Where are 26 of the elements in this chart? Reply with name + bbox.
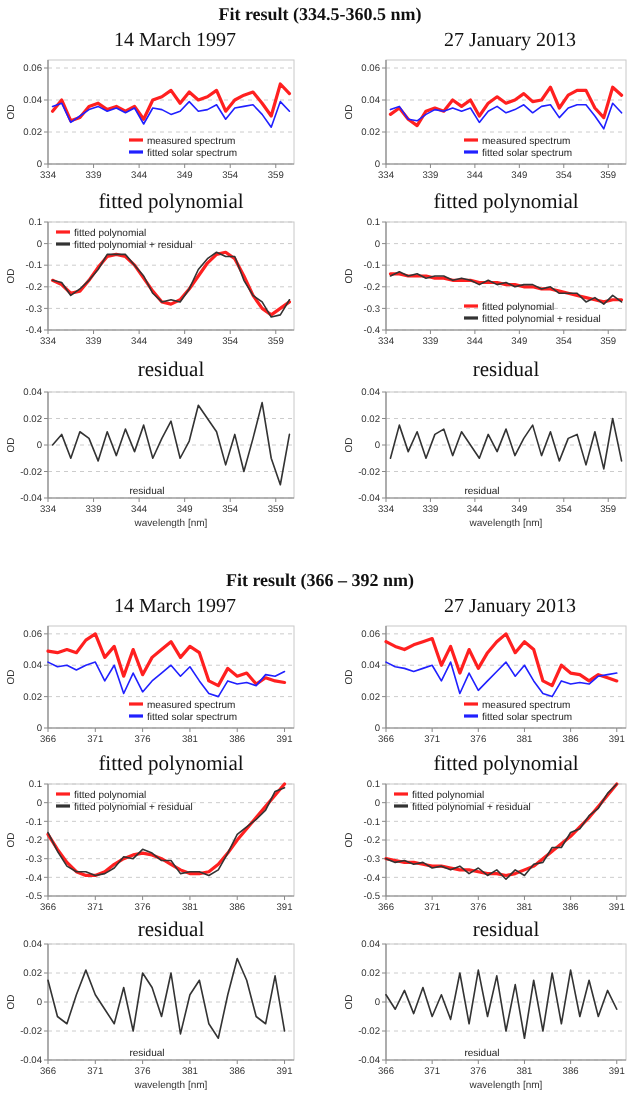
line-series	[389, 102, 623, 130]
chart-title: fitted polynomial	[98, 754, 244, 776]
line-series	[385, 969, 618, 1040]
line-series	[47, 661, 286, 698]
chart-title: residual	[137, 360, 205, 382]
line-series	[51, 401, 291, 486]
text: Fit result (366 – 392 nm)	[225, 570, 415, 590]
chart-title: fitted polynomial	[433, 192, 579, 214]
line-series	[47, 957, 286, 1040]
chart-title: residual	[472, 920, 540, 942]
chart-title: 14 March 1997	[113, 30, 237, 52]
chart-title: fitted polynomial	[433, 754, 579, 776]
line-series	[50, 82, 292, 123]
line-series	[384, 632, 619, 688]
line-series	[388, 85, 624, 128]
chart-title: residual	[137, 920, 205, 942]
chart-title: fitted polynomial	[98, 192, 244, 214]
chart-title: residual	[472, 360, 540, 382]
line-series	[385, 661, 618, 698]
chart-title: 27 January 2013	[443, 30, 577, 52]
line-series	[389, 417, 623, 470]
line-series	[46, 632, 287, 688]
chart-title: 14 March 1997	[113, 596, 237, 618]
chart-title: 27 January 2013	[443, 596, 577, 618]
line-series	[51, 100, 291, 128]
text: Fit result (334.5-360.5 nm)	[218, 4, 422, 24]
